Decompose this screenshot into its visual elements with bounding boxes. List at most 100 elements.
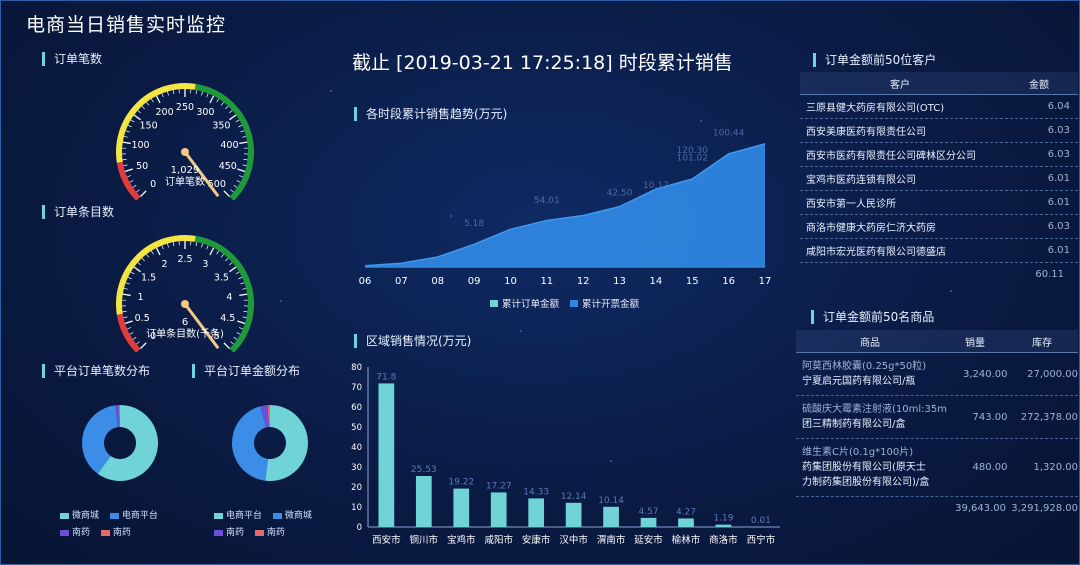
legend-item[interactable]: 电商平台	[121, 511, 158, 521]
gauge-tick	[242, 135, 247, 138]
legend-item[interactable]: 微商城	[284, 511, 312, 521]
bar	[378, 383, 395, 527]
table-row[interactable]: 维生素C片(0.1g*100片) 药集团股份有限公司(原天士 力制药集团股份有限公司…	[796, 439, 1078, 497]
table-row[interactable]: 硫酸庆大霉素注射液(10ml:35mg*12支) 团三精制药有限公司/盒 743.0…	[796, 396, 1078, 439]
gauge-tick	[172, 90, 175, 95]
gauge-tick	[137, 262, 141, 266]
gauge-tick-label: 250	[176, 102, 194, 113]
col-product: 商品	[860, 337, 880, 349]
gauge-tick	[133, 114, 141, 121]
pie-slice	[260, 405, 269, 428]
products-table-header: 商品 销量 库存	[796, 330, 1078, 353]
table-row[interactable]: 咸阳市宏光医药有限公司德盛店 6.01	[800, 239, 1078, 263]
bar-label: 12.14	[561, 492, 587, 502]
bar	[453, 488, 470, 527]
gauge-label: 订单笔数	[165, 175, 205, 188]
gauge-tick	[201, 91, 203, 96]
gauge-tick	[201, 243, 203, 248]
gauge-tick-label: 400	[220, 140, 238, 151]
gauge-tick	[130, 119, 135, 123]
product-stock: 27,000.00	[1027, 368, 1078, 380]
table-row[interactable]: 三原县健大药房有限公司(OTC) 6.04	[800, 95, 1078, 119]
gauge-tick	[146, 254, 150, 258]
platform-amount-pie	[232, 405, 308, 481]
product-qty: 480.00	[972, 462, 1008, 473]
gauge-tick-label: 300	[196, 107, 214, 118]
gauge-tick	[139, 190, 147, 198]
legend-item[interactable]: 南药	[112, 528, 131, 538]
legend-item[interactable]: 微商城	[72, 511, 100, 521]
gauge-tick-label: 4.5	[220, 313, 235, 324]
gauge-tick-label: 4	[226, 292, 232, 303]
product-qty: 3,240.00	[963, 368, 1008, 380]
x-tick-label: 安康市	[522, 534, 551, 546]
x-tick-label: 咸阳市	[484, 534, 513, 546]
gauge-tick	[238, 276, 243, 280]
gauge-tick	[130, 271, 135, 275]
gauge-tick	[220, 102, 224, 106]
bar	[715, 524, 732, 527]
trend-area-chart: 06 07 08 09 10 11 12 13 14 15 16 17 5.18 54.01 42.50 10…	[359, 128, 772, 310]
gauge-tick	[242, 287, 247, 290]
legend-item[interactable]: 南药	[72, 528, 91, 538]
gauge-label: 订单条目数(千条)	[146, 327, 224, 340]
customer-name: 西安市第一人民诊所	[806, 199, 896, 210]
table-row[interactable]: 西安市医药有限责任公司碑林区分公司 6.03	[800, 143, 1078, 167]
bar	[678, 518, 694, 527]
gauge-tick-label: 450	[219, 161, 237, 172]
x-tick-label: 汉中市	[559, 534, 588, 546]
gauge-band	[194, 235, 254, 352]
pie-slice	[118, 405, 120, 428]
legend-label: 累计开票金额	[582, 298, 640, 310]
gauge-tick	[125, 130, 130, 133]
table-row[interactable]: 宝鸡市医药连锁有限公司 6.01	[800, 167, 1078, 191]
gauge-tick	[229, 266, 237, 273]
gauge-tick	[161, 93, 164, 98]
gauge-value: 6	[182, 317, 188, 328]
gauge-tick	[239, 327, 243, 330]
legend-item[interactable]: 南药	[226, 528, 245, 538]
bar	[603, 506, 619, 527]
legend-label: 累计订单金额	[502, 298, 560, 310]
gauge-tick	[127, 327, 131, 330]
legend-item[interactable]: 电商平台	[226, 511, 263, 521]
gauge-tick	[239, 175, 243, 178]
y-tick-label: 60	[351, 403, 362, 413]
table-row[interactable]: 西安市第一人民诊所 6.01	[800, 191, 1078, 215]
gauge-tick	[132, 336, 137, 340]
product-stock: 272,378.00	[1020, 411, 1078, 423]
series-area-invoiced	[365, 143, 765, 267]
product-name-line: 力制药集团股份有限公司)/盒	[802, 477, 930, 488]
customer-name: 宝鸡市医药连锁有限公司	[806, 175, 916, 186]
x-tick-label: 17	[759, 276, 772, 287]
gauge-tick	[223, 190, 231, 198]
x-tick-label: 12	[577, 276, 590, 287]
pie-slice	[82, 405, 118, 474]
customer-name: 西安美康医药有限责任公司	[806, 127, 926, 138]
gauge-tick	[195, 242, 198, 247]
gauge-tick-label: 500	[208, 179, 226, 190]
gauge-tick	[209, 247, 215, 256]
customers-title: 订单金额前50位客户	[813, 53, 936, 67]
col-stock: 库存	[1032, 337, 1052, 349]
y-tick-label: 20	[351, 483, 362, 493]
footer-stock: 3,291,928.00	[1011, 503, 1078, 514]
platform-count-title: 平台订单笔数分布	[42, 364, 150, 378]
gauge-tick-label: 3.5	[214, 273, 229, 284]
gauge-tick	[225, 105, 229, 110]
gauge-tick	[229, 114, 237, 121]
gauge-tick	[127, 124, 132, 128]
data-label: 100.44	[713, 128, 745, 138]
bar-label: 1.19	[713, 514, 733, 524]
table-row[interactable]: 西安美康医药有限责任公司 6.03	[800, 119, 1078, 143]
table-row[interactable]: 阿莫西林胶囊(0.25g*50粒) 宁夏启元国药有限公司/瓶 3,240.00 27,…	[796, 353, 1078, 396]
gauge-tick	[155, 95, 161, 104]
x-tick-label: 西宁市	[747, 534, 776, 546]
col-customer: 客户	[890, 79, 910, 91]
legend-item[interactable]: 南药	[266, 528, 285, 538]
gauge-needle	[183, 302, 219, 349]
pie-slice	[115, 405, 120, 428]
table-row[interactable]: 商洛市健康大药房仁济大药房 6.03	[800, 215, 1078, 239]
